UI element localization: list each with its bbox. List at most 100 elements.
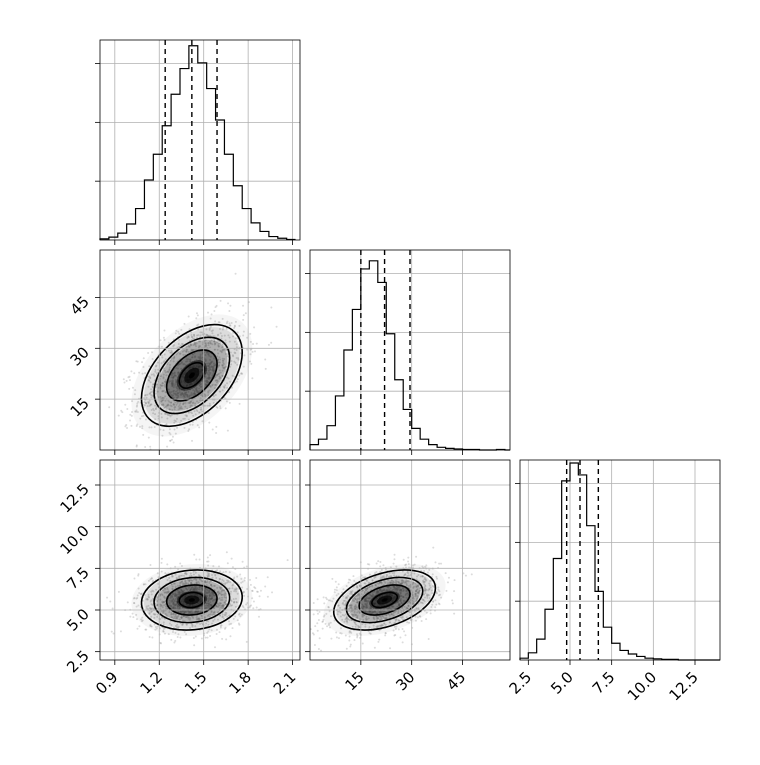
- scatter-point: [179, 381, 182, 384]
- scatter-point: [134, 389, 137, 392]
- scatter-point: [150, 394, 153, 397]
- scatter-point: [162, 623, 165, 626]
- scatter-point: [186, 394, 189, 397]
- scatter-point: [383, 589, 386, 592]
- scatter-point: [225, 611, 228, 614]
- scatter-point: [212, 611, 215, 614]
- scatter-point: [398, 604, 401, 607]
- scatter-point: [228, 571, 231, 574]
- scatter-point: [400, 590, 403, 593]
- scatter-point: [220, 602, 223, 605]
- scatter-point: [192, 392, 195, 395]
- scatter-point: [165, 423, 168, 426]
- scatter-point: [208, 364, 211, 367]
- scatter-point: [423, 583, 426, 586]
- scatter-point: [180, 407, 183, 410]
- scatter-point: [214, 383, 217, 386]
- scatter-point: [106, 463, 108, 465]
- scatter-point: [164, 627, 167, 630]
- scatter-point: [193, 360, 196, 363]
- scatter-point: [206, 571, 209, 574]
- scatter-point: [232, 331, 235, 334]
- scatter-point: [356, 634, 359, 637]
- scatter-point: [404, 593, 407, 596]
- scatter-point: [419, 586, 422, 589]
- scatter-point: [177, 351, 180, 354]
- scatter-point: [225, 322, 228, 325]
- scatter-point: [175, 576, 178, 579]
- scatter-point: [230, 622, 233, 625]
- scatter-point: [368, 585, 371, 588]
- scatter-point: [210, 583, 213, 586]
- scatter-point: [209, 601, 212, 604]
- scatter-point: [197, 365, 200, 368]
- scatter-point: [235, 349, 238, 352]
- scatter-point: [178, 407, 181, 410]
- scatter-point: [235, 588, 238, 591]
- scatter-point: [182, 402, 185, 405]
- scatter-point: [198, 384, 201, 387]
- scatter-point: [203, 375, 206, 378]
- scatter-point: [195, 558, 198, 561]
- scatter-point: [235, 601, 238, 604]
- scatter-point: [375, 615, 378, 618]
- scatter-point: [422, 598, 425, 601]
- scatter-point: [198, 411, 201, 414]
- scatter-point: [168, 622, 171, 625]
- scatter-point: [135, 409, 138, 412]
- scatter-point: [168, 611, 171, 614]
- scatter-point: [209, 340, 212, 343]
- scatter-point: [398, 589, 401, 592]
- scatter-point: [414, 593, 417, 596]
- scatter-point: [390, 589, 393, 592]
- scatter-point: [206, 575, 209, 578]
- scatter-point: [233, 326, 236, 329]
- scatter-point: [152, 579, 155, 582]
- scatter-point: [205, 344, 208, 347]
- scatter-point: [171, 380, 174, 383]
- scatter-point: [213, 348, 216, 351]
- scatter-point: [184, 572, 187, 575]
- scatter-point: [427, 589, 430, 592]
- scatter-point: [136, 410, 139, 413]
- scatter-point: [400, 602, 403, 605]
- scatter-point: [173, 582, 176, 585]
- scatter-point: [187, 418, 190, 421]
- scatter-point: [190, 575, 193, 578]
- scatter-point: [209, 355, 212, 358]
- scatter-point: [451, 602, 454, 605]
- scatter-point: [216, 381, 219, 384]
- scatter-point: [430, 589, 433, 592]
- scatter-point: [418, 589, 421, 592]
- scatter-point: [210, 610, 213, 613]
- scatter-point: [209, 554, 212, 557]
- scatter-point: [198, 590, 201, 593]
- scatter-point: [203, 593, 206, 596]
- scatter-point: [217, 593, 220, 596]
- scatter-point: [162, 611, 165, 614]
- scatter-point: [199, 598, 202, 601]
- scatter-point: [415, 590, 418, 593]
- scatter-point: [237, 358, 240, 361]
- scatter-point: [176, 605, 179, 608]
- scatter-point: [401, 586, 404, 589]
- scatter-point: [200, 598, 203, 601]
- scatter-point: [199, 601, 202, 604]
- scatter-point: [345, 616, 348, 619]
- scatter-point: [326, 625, 329, 628]
- scatter-point: [405, 616, 408, 619]
- scatter-point: [211, 613, 214, 616]
- scatter-point: [429, 612, 432, 615]
- scatter-point: [229, 581, 232, 584]
- scatter-point: [166, 370, 169, 373]
- scatter-point: [181, 407, 184, 410]
- scatter-point: [190, 404, 193, 407]
- scatter-point: [146, 598, 149, 601]
- scatter-point: [163, 359, 166, 362]
- scatter-point: [411, 603, 414, 606]
- scatter-point: [167, 413, 170, 416]
- scatter-point: [407, 580, 410, 583]
- scatter-point: [183, 630, 186, 633]
- contour-line-2: [153, 336, 231, 415]
- scatter-point: [176, 384, 179, 387]
